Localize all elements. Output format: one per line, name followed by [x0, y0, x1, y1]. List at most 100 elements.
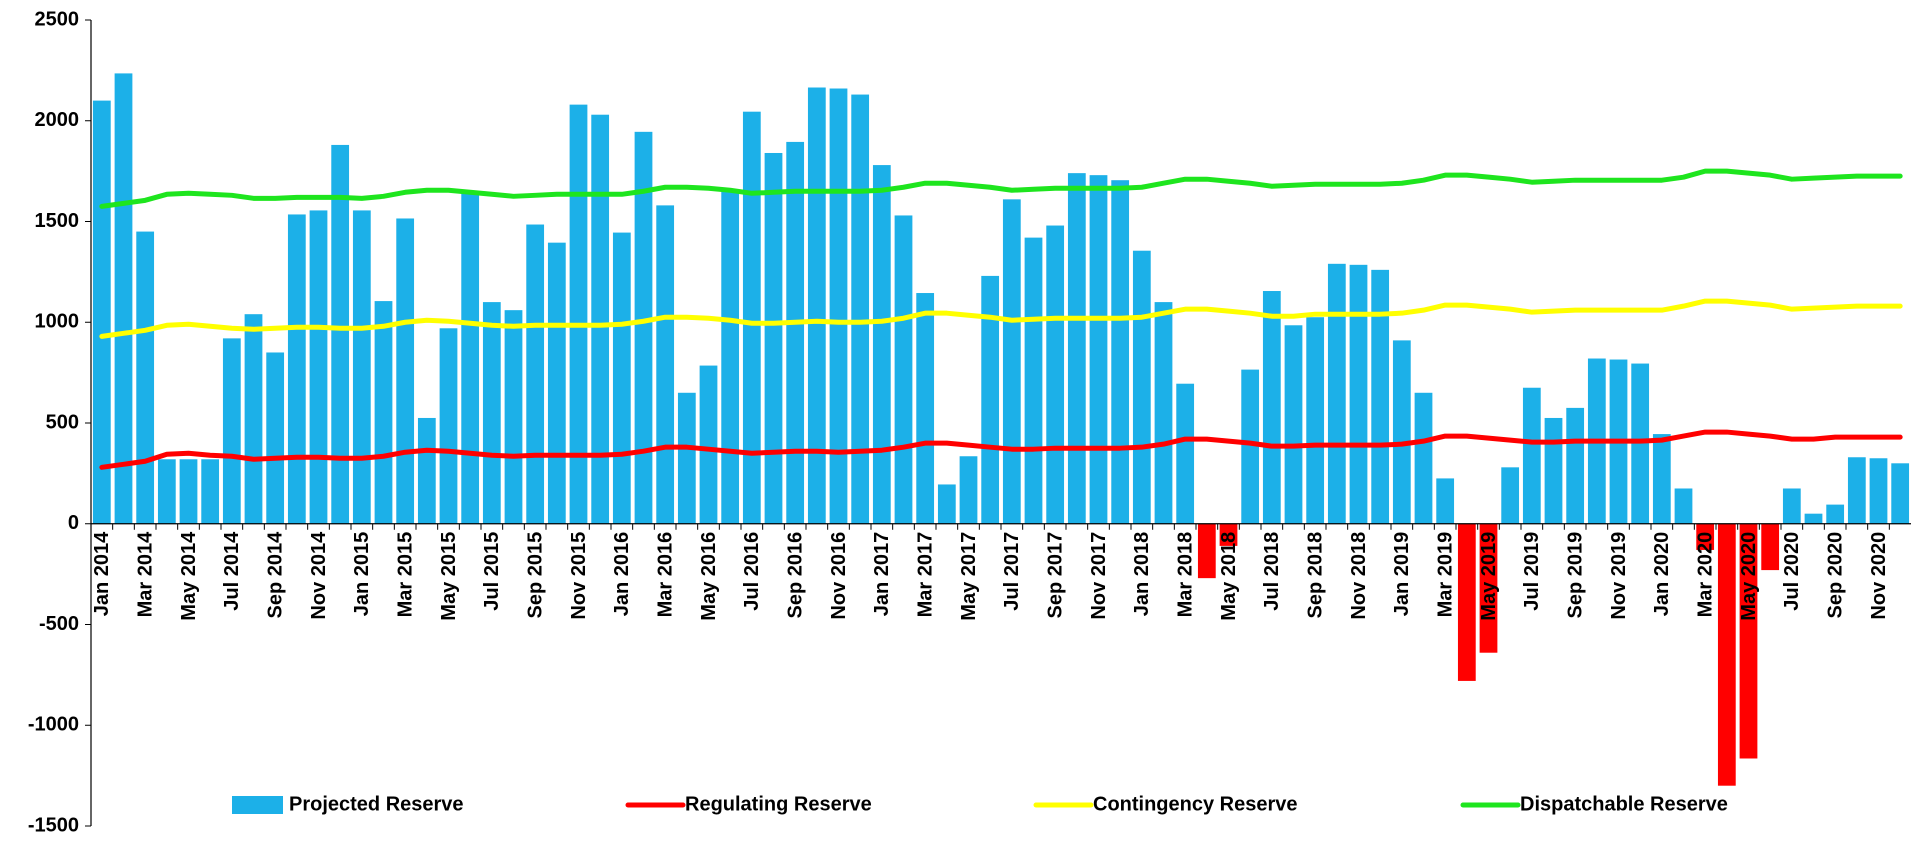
- bar: [374, 301, 393, 524]
- bar: [1262, 291, 1281, 524]
- x-tick-label: Mar 2017: [914, 532, 936, 618]
- x-tick-label: Jul 2017: [1001, 532, 1023, 611]
- bar: [547, 242, 566, 524]
- x-tick-label: Sep 2020: [1824, 532, 1846, 619]
- bar: [1847, 457, 1866, 524]
- bar: [1241, 369, 1260, 524]
- bar: [1306, 317, 1325, 524]
- bar: [1002, 199, 1021, 524]
- y-tick-label: -500: [39, 613, 79, 635]
- bar: [612, 232, 631, 524]
- bar: [309, 210, 328, 524]
- x-tick-label: Sep 2017: [1044, 532, 1066, 619]
- bar: [1522, 387, 1541, 524]
- x-tick-label: Mar 2015: [394, 532, 416, 618]
- x-tick-label: Jul 2014: [221, 531, 243, 611]
- bar: [482, 302, 501, 524]
- bar: [742, 111, 761, 524]
- bar: [916, 293, 935, 524]
- bar: [136, 231, 155, 524]
- bar: [1544, 417, 1563, 524]
- bar: [1457, 523, 1476, 681]
- bar: [1717, 523, 1736, 786]
- y-tick-label: 0: [68, 512, 79, 534]
- bar: [1436, 478, 1455, 524]
- x-tick-label: Jul 2020: [1781, 532, 1803, 611]
- x-tick-label: Jul 2016: [741, 532, 763, 611]
- y-tick-label: 2500: [35, 8, 80, 30]
- bar: [1392, 340, 1411, 524]
- line-series: [99, 168, 1903, 209]
- bar: [829, 88, 848, 524]
- bar: [352, 210, 371, 524]
- bar: [157, 459, 176, 524]
- bar: [1219, 523, 1238, 546]
- bar: [396, 218, 415, 524]
- bar: [764, 152, 783, 524]
- x-tick-label: Jan 2014: [91, 531, 113, 616]
- legend-label: Dispatchable Reserve: [1520, 793, 1728, 815]
- y-tick-label: -1000: [28, 714, 79, 736]
- bar: [1414, 392, 1433, 524]
- y-tick-label: 1500: [35, 210, 80, 232]
- x-tick-label: Nov 2016: [828, 532, 850, 620]
- x-tick-label: Mar 2016: [654, 532, 676, 618]
- bar: [287, 214, 306, 524]
- bar: [894, 215, 913, 524]
- bar: [1891, 463, 1910, 524]
- x-tick-label: May 2018: [1218, 532, 1240, 621]
- x-tick-label: May 2016: [698, 532, 720, 621]
- bar: [1284, 325, 1303, 524]
- x-tick-label: Jan 2016: [611, 532, 633, 617]
- bar: [179, 459, 198, 524]
- bar: [786, 141, 805, 524]
- bar: [807, 87, 826, 524]
- bar: [1089, 175, 1108, 524]
- bar: [1652, 434, 1671, 524]
- y-tick-label: 500: [46, 411, 79, 433]
- x-tick-label: Nov 2017: [1088, 532, 1110, 620]
- bar: [677, 392, 696, 524]
- x-tick-label: Jan 2019: [1391, 532, 1413, 617]
- x-tick-label: Jul 2015: [481, 532, 503, 611]
- bar: [1197, 523, 1216, 579]
- y-tick-label: 2000: [35, 109, 80, 131]
- bar: [1327, 263, 1346, 524]
- bar: [1111, 180, 1130, 524]
- bar: [1132, 250, 1151, 524]
- line-series: [99, 429, 1903, 470]
- bar: [114, 73, 133, 524]
- bar: [92, 100, 111, 524]
- bar: [222, 338, 241, 524]
- x-tick-label: Nov 2020: [1868, 532, 1890, 620]
- bar: [201, 459, 220, 524]
- bar: [1479, 523, 1498, 653]
- legend-swatch: [232, 796, 283, 814]
- bar: [656, 205, 675, 524]
- bar: [1501, 467, 1520, 524]
- bar: [1349, 264, 1368, 524]
- x-tick-label: Jan 2018: [1131, 532, 1153, 617]
- x-tick-label: Sep 2019: [1564, 532, 1586, 619]
- x-tick-label: May 2015: [438, 532, 460, 621]
- x-tick-label: May 2020: [1738, 532, 1760, 621]
- x-tick-label: Mar 2014: [134, 531, 156, 617]
- bar: [526, 224, 545, 524]
- bar: [872, 165, 891, 524]
- bar: [699, 365, 718, 524]
- x-tick-label: May 2019: [1478, 532, 1500, 621]
- x-tick-label: Sep 2018: [1304, 532, 1326, 619]
- x-tick-label: Mar 2020: [1694, 532, 1716, 618]
- x-tick-label: Jan 2020: [1651, 532, 1673, 617]
- bar: [504, 310, 523, 524]
- bar: [1067, 173, 1086, 524]
- x-tick-label: May 2014: [178, 531, 200, 621]
- x-tick-label: Jan 2017: [871, 532, 893, 617]
- x-tick-label: Jan 2015: [351, 532, 373, 617]
- x-tick-label: Nov 2019: [1608, 532, 1630, 620]
- bar: [981, 275, 1000, 524]
- legend-label: Regulating Reserve: [685, 793, 872, 815]
- bar: [331, 144, 350, 524]
